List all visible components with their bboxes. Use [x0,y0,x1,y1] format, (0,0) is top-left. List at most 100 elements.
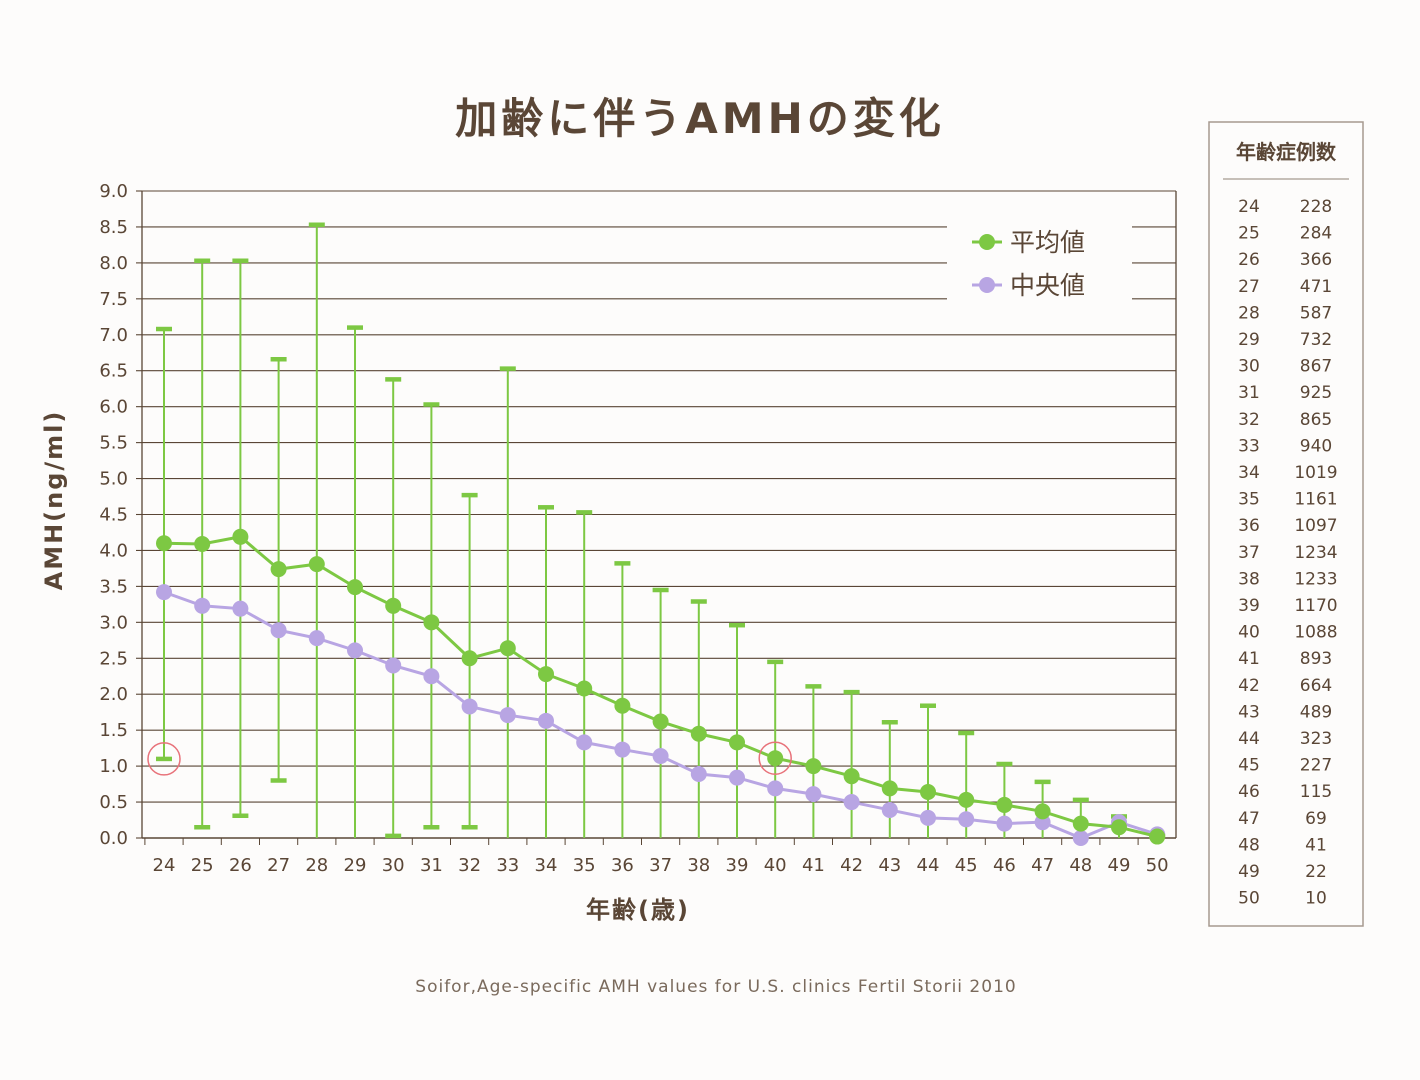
median-point [767,780,784,797]
median-point [385,657,402,674]
table-count: 489 [1300,702,1332,722]
y-tick-label: 3.5 [99,576,128,597]
legend-mean-marker [979,234,995,250]
highlight-circle [147,742,181,776]
case-count-table: 年齢症例数 24 228 25 284 26 366 27 471 28 587 29 732 30 86… [1208,121,1364,927]
x-tick-label: 30 [382,855,405,876]
mean-point [843,768,860,785]
mean-point [1111,819,1127,836]
table-age: 44 [1238,729,1260,749]
median-point [843,794,860,811]
median-point [958,811,975,828]
table-count: 10 [1305,889,1327,909]
table-count: 925 [1300,383,1332,403]
table-border [1208,121,1364,927]
x-axis-label: 年齢(歳) [586,896,690,924]
table-age: 50 [1238,889,1260,909]
table-count: 1233 [1294,569,1337,589]
annotations [147,741,792,776]
y-tick-label: 4.5 [99,505,128,526]
y-tick-label: 8.0 [99,253,128,274]
table-age: 29 [1238,330,1260,350]
x-tick-label: 37 [649,855,672,876]
y-tick-label: 6.5 [99,361,128,382]
y-tick-label: 7.0 [99,325,128,346]
y-tick-label: 7.5 [99,289,128,310]
table-age: 33 [1238,436,1260,456]
table-age: 46 [1238,782,1260,802]
median-point [270,622,287,639]
y-axis-label: AMH(ng/ml) [40,410,68,591]
table-age: 36 [1238,516,1260,536]
median-point [232,600,249,617]
table-age: 34 [1238,463,1260,483]
x-tick-label: 44 [917,855,940,876]
table-count: 69 [1305,809,1327,829]
table-age: 28 [1238,303,1260,323]
mean-point [1149,828,1166,845]
table-age: 39 [1238,596,1260,616]
table-count: 867 [1300,357,1332,377]
mean-point [308,556,325,573]
mean-point [385,597,402,614]
y-tick-label: 5.0 [99,469,128,490]
y-tick-label: 8.5 [99,217,128,238]
table-age: 35 [1238,490,1260,510]
median-point [805,786,822,803]
mean-point [499,640,516,657]
table-age: 38 [1238,569,1260,589]
median-point [156,584,172,601]
median-point [729,769,745,786]
y-tick-label: 4.0 [99,540,128,561]
table-count: 41 [1305,835,1327,855]
mean-point [690,725,707,742]
mean-point [461,650,478,667]
y-tick-label: 1.0 [99,756,128,777]
table-age: 41 [1238,649,1260,669]
table-count: 115 [1300,782,1332,802]
table-age: 27 [1238,277,1260,297]
y-tick-label: 3.0 [99,612,128,633]
x-tick-label: 38 [687,855,710,876]
median-point [194,597,211,614]
x-tick-label: 45 [955,855,978,876]
median-point [652,748,669,765]
x-tick-label: 29 [344,855,367,876]
table-age: 49 [1238,862,1260,882]
table-count: 732 [1300,330,1332,350]
x-tick-label: 25 [191,855,214,876]
y-tick-label: 5.5 [99,433,128,454]
error-bars [156,222,1166,839]
y-tick-label: 2.0 [99,684,128,705]
table-count: 1019 [1294,463,1337,483]
table-count: 227 [1300,756,1332,776]
x-tick-label: 36 [611,855,634,876]
x-tick-label: 47 [1031,855,1054,876]
table-count: 1088 [1294,623,1337,643]
table-count: 323 [1300,729,1332,749]
x-tick-label: 50 [1146,855,1169,876]
x-tick-label: 32 [458,855,481,876]
mean-point [920,783,936,800]
table-count: 1170 [1294,596,1337,616]
median-point [614,741,631,758]
median-point [461,698,478,715]
table-age: 26 [1238,250,1260,270]
table-age: 24 [1238,197,1260,217]
table-count: 228 [1300,197,1332,217]
mean-point [270,561,287,578]
mean-point [423,614,440,631]
x-tick-label: 42 [840,855,863,876]
table-count: 893 [1300,649,1332,669]
source-citation: Soifor,Age-specific AMH values for U.S. … [415,977,1016,997]
median-point [423,668,440,685]
x-tick-label: 46 [993,855,1016,876]
legend-median-marker [979,277,995,293]
y-tick-label: 0.0 [99,828,128,849]
x-tick-label: 34 [535,855,558,876]
series-lines [156,528,1166,846]
x-tick-label: 39 [726,855,749,876]
mean-point [652,713,669,730]
